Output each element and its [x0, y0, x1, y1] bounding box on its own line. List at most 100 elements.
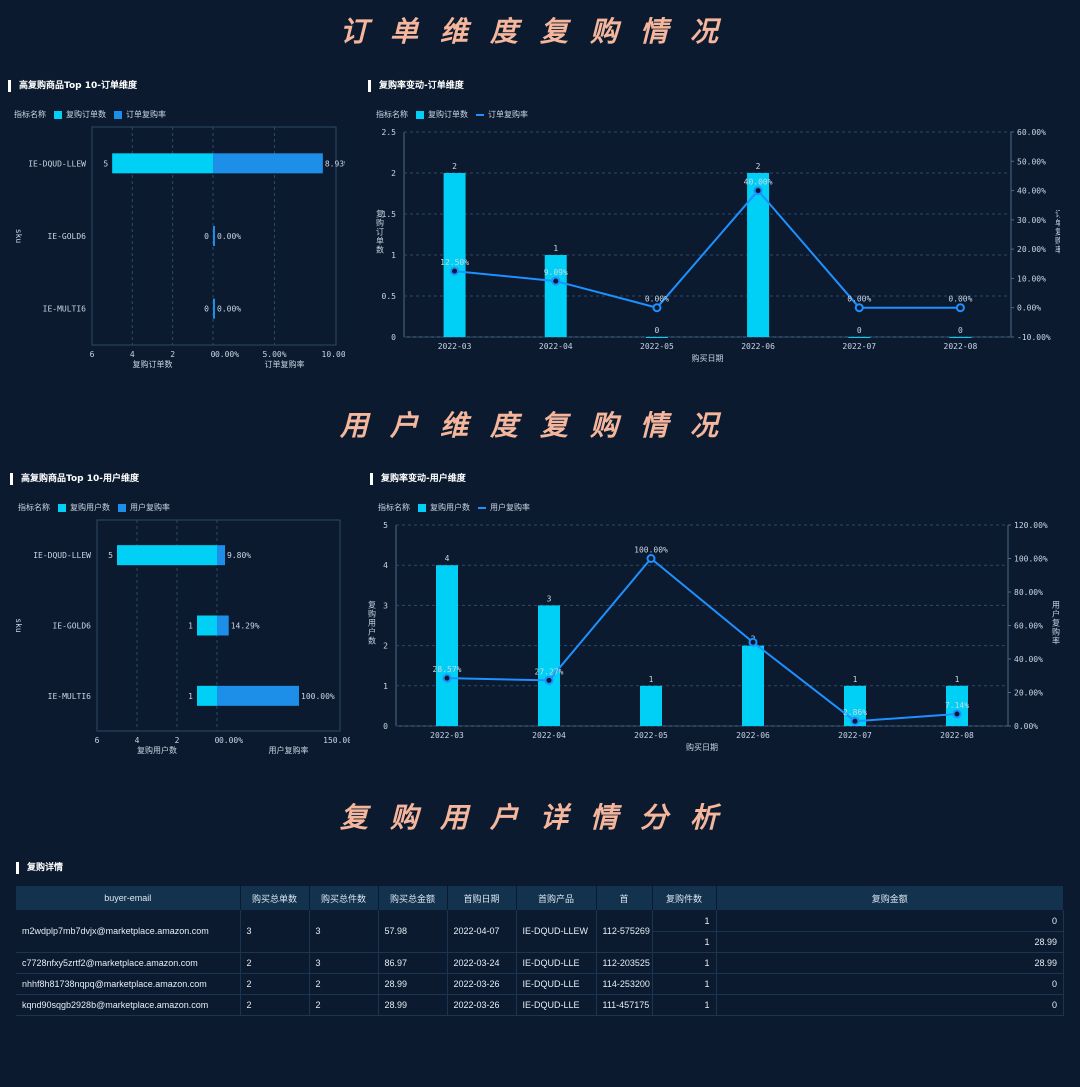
legend-item[interactable]: 用户复购率: [490, 503, 530, 512]
count-bar[interactable]: [538, 605, 560, 726]
legend-item[interactable]: 复购用户数: [70, 503, 110, 512]
count-bar[interactable]: [742, 645, 764, 726]
count-bar[interactable]: [436, 565, 458, 726]
column-header[interactable]: 复购件数: [652, 886, 717, 910]
count-bar[interactable]: [443, 173, 466, 337]
table-row[interactable]: nhhf8h81738nqpq@marketplace.amazon.com 2…: [16, 973, 1064, 995]
column-header[interactable]: 首购产品: [516, 886, 597, 910]
table-row[interactable]: c7728nfxy5zrtf2@marketplace.amazon.com 2…: [16, 952, 1064, 974]
data-label: 1: [188, 692, 193, 701]
tick-label: -10.00%: [1017, 333, 1051, 342]
category-label: 2022-06: [736, 731, 770, 740]
rate-point[interactable]: [544, 675, 554, 685]
rate-point[interactable]: [442, 673, 452, 683]
rate-bar[interactable]: [217, 545, 226, 566]
table-row[interactable]: kqnd90sqgb2928b@marketplace.amazon.com 2…: [16, 994, 1064, 1016]
chart-top10-user[interactable]: 6 4 2 00.00% 150.00% 复购用户数 用户复购率 sku IE-DQUD-LLE…: [0, 513, 350, 763]
legend-top10-order: 指标名称 复购订单数 订单复购率: [14, 109, 166, 120]
cell-items: 2: [309, 994, 379, 1016]
rate-point[interactable]: [955, 303, 965, 313]
legend-item[interactable]: 复购用户数: [430, 503, 470, 512]
cell-repeat-qty: 1: [652, 994, 717, 1016]
rate-bar[interactable]: [213, 226, 215, 246]
rate-bar[interactable]: [217, 615, 229, 636]
count-bar[interactable]: [197, 615, 217, 636]
axis-title: 户: [1052, 609, 1060, 619]
column-header[interactable]: 复购金额: [716, 886, 1064, 910]
rate-point[interactable]: [450, 266, 460, 276]
cell-order-id: 112-575269: [596, 910, 653, 953]
cell-product: IE-DQUD-LLEW: [516, 910, 597, 953]
section-title-order: 订单维度复购情况: [339, 15, 740, 48]
legend-swatch[interactable]: [118, 503, 126, 512]
legend-line[interactable]: [476, 113, 484, 116]
axis-title: 购买日期: [692, 353, 724, 363]
legend-swatch[interactable]: [418, 503, 426, 512]
rate-label: 28.57%: [433, 665, 462, 674]
column-header[interactable]: 购买总金额: [378, 886, 448, 910]
count-bar[interactable]: [544, 255, 567, 337]
rate-bar[interactable]: [213, 153, 323, 174]
count-bar[interactable]: [117, 545, 217, 566]
data-label: 9.80%: [227, 551, 251, 560]
legend-trend-user: 指标名称 复购用户数 用户复购率: [378, 502, 530, 513]
count-bar[interactable]: [747, 173, 770, 337]
legend-item[interactable]: 复购订单数: [428, 110, 468, 119]
axis-title: 订: [1055, 209, 1060, 219]
data-label: 100.00%: [301, 692, 335, 701]
column-header[interactable]: buyer-email: [16, 886, 241, 910]
count-bar[interactable]: [645, 337, 668, 338]
category-label: IE-MULTI6: [48, 692, 92, 701]
rate-label: 12.50%: [440, 258, 469, 267]
count-bar[interactable]: [946, 685, 968, 726]
rate-point[interactable]: [551, 276, 561, 286]
chart-top10-order[interactable]: 64200.00%5.00%10.00%复购订单数订单复购率skuIE-DQUD…: [0, 120, 345, 370]
legend-item[interactable]: 用户复购率: [130, 503, 170, 512]
legend-swatch[interactable]: [54, 110, 62, 119]
count-bar[interactable]: [848, 337, 871, 338]
rate-point[interactable]: [753, 186, 763, 196]
legend-caption: 指标名称: [378, 503, 410, 512]
legend-line[interactable]: [478, 506, 486, 509]
rate-point[interactable]: [952, 709, 962, 719]
chart-trend-user[interactable]: 0 1 2 3 4 5 0.00% 20.00% 40.00% 60.00% 80.00% 100.0…: [360, 513, 1060, 763]
data-label: 0: [655, 326, 660, 335]
rate-point[interactable]: [646, 554, 656, 563]
rate-point[interactable]: [854, 303, 864, 313]
rate-bar[interactable]: [213, 298, 215, 319]
legend-item[interactable]: 订单复购率: [488, 110, 528, 119]
count-bar[interactable]: [112, 153, 213, 174]
rate-point[interactable]: [748, 637, 758, 647]
count-bar[interactable]: [949, 337, 972, 338]
legend-item[interactable]: 复购订单数: [66, 110, 106, 119]
cell-repeat-qty: 1: [652, 973, 717, 995]
rate-bar[interactable]: [217, 685, 299, 706]
rate-point[interactable]: [652, 303, 662, 313]
column-header[interactable]: 首购日期: [447, 886, 517, 910]
rate-label: 0.00%: [948, 295, 972, 304]
legend-item[interactable]: 订单复购率: [126, 110, 166, 119]
axis-title: 复购用户数: [137, 745, 177, 755]
tick-label: 0.00%: [1017, 304, 1041, 313]
tick-label: 2: [170, 350, 175, 359]
column-header[interactable]: 首: [596, 886, 653, 910]
tick-label: 1: [391, 251, 396, 260]
tick-label: 3: [383, 601, 388, 610]
legend-swatch[interactable]: [58, 503, 66, 512]
legend-swatch[interactable]: [416, 110, 424, 119]
tick-label: 0: [391, 333, 396, 342]
count-bar[interactable]: [640, 685, 662, 726]
legend-caption: 指标名称: [18, 503, 50, 512]
axis-title: 户: [368, 627, 376, 637]
rate-point[interactable]: [850, 716, 860, 726]
cell-amount: 86.97: [378, 952, 448, 974]
cell-orders: 3: [240, 910, 310, 953]
legend-top10-user: 指标名称 复购用户数 用户复购率: [18, 502, 170, 513]
legend-swatch[interactable]: [114, 110, 122, 119]
table-row[interactable]: m2wdplp7mb7dvjx@marketplace.amazon.com 3…: [16, 910, 1064, 953]
count-bar[interactable]: [197, 685, 217, 706]
chart-trend-order[interactable]: 00.511.522.5-10.00%0.00%10.00%20.00%30.0…: [360, 120, 1060, 370]
column-header[interactable]: 购买总件数: [309, 886, 379, 910]
tick-label: 20.00%: [1014, 689, 1043, 698]
column-header[interactable]: 购买总单数: [240, 886, 310, 910]
